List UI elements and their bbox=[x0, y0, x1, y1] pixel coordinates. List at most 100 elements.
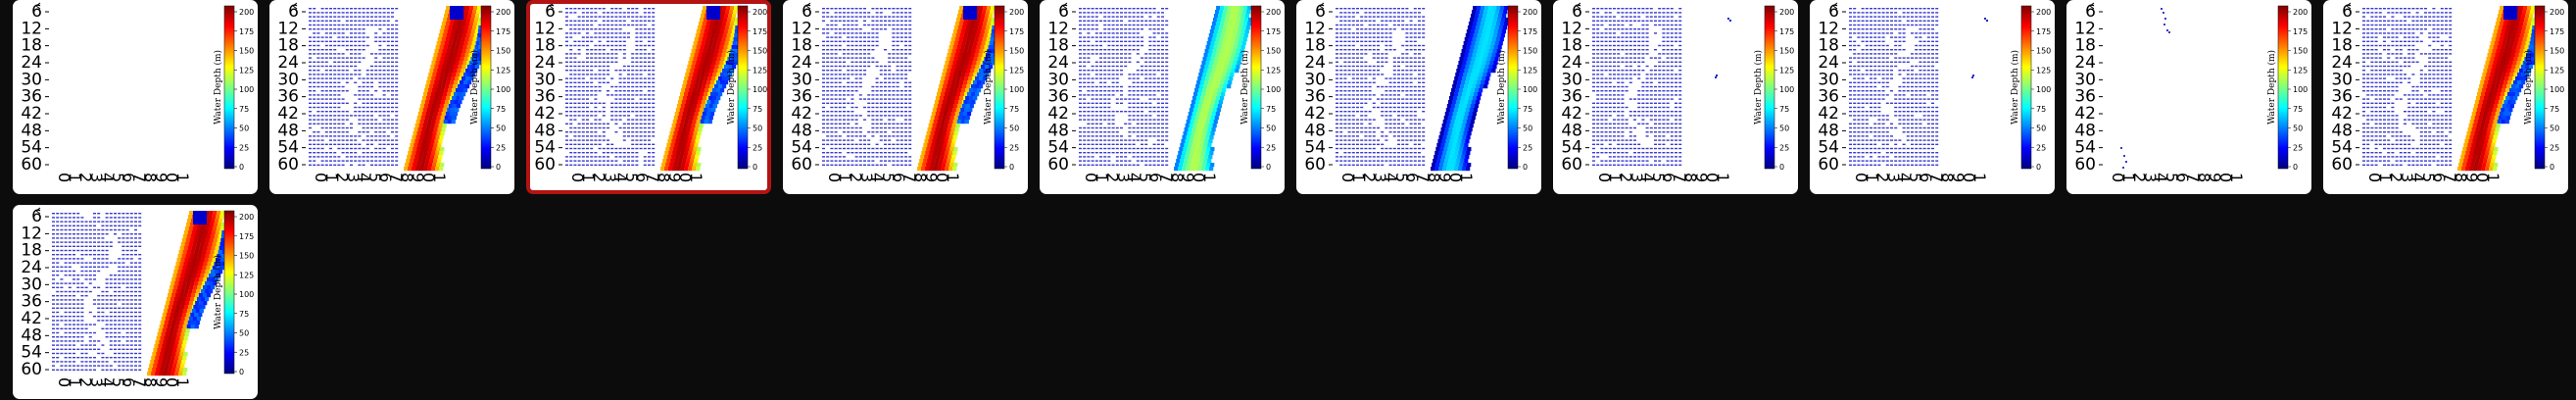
x-tick-label: 0 bbox=[2216, 173, 2235, 182]
thumbnail-frame-01[interactable]: 6 12 18 24 30 36 42 48 54 60 0 1 2 3 4 5 6 7 8 9 0 1 200 175 150… bbox=[13, 0, 258, 194]
y-tick-label: 60 bbox=[1304, 155, 1326, 175]
y-tick-label: 24 bbox=[1561, 53, 1582, 73]
colorbar-tick-label: 200 bbox=[1779, 8, 1794, 17]
colorbar-tick-label: 125 bbox=[1523, 66, 1537, 75]
colorbar-tick-label: 175 bbox=[1009, 27, 1024, 36]
y-tick-label: 42 bbox=[534, 104, 556, 124]
y-tick-label: 12 bbox=[2074, 19, 2096, 38]
thumbnail-frame-08[interactable]: 6 12 18 24 30 36 42 48 54 60 0 1 2 3 4 5 6 7 8 9 0 1 200 175 150… bbox=[1810, 0, 2055, 194]
y-tick-label: 54 bbox=[791, 138, 812, 158]
colorbar-tick-label: 75 bbox=[239, 105, 249, 114]
x-tick-label: 0 bbox=[55, 377, 73, 387]
x-tick-label: 7 bbox=[1414, 173, 1433, 182]
x-tick-label: 4 bbox=[1895, 173, 1914, 182]
y-tick-label: 30 bbox=[1561, 70, 1582, 89]
x-tick-label: 1 bbox=[2227, 173, 2246, 182]
colorbar-tick-label: 150 bbox=[496, 47, 510, 56]
colorbar-tick-label: 0 bbox=[1779, 163, 1784, 172]
depth-plot: 6121824303642485460012345678901200175150… bbox=[2074, 2, 2308, 182]
x-tick-label: 3 bbox=[1371, 173, 1389, 182]
x-tick-label: 3 bbox=[2398, 173, 2416, 182]
x-tick-label: 1 bbox=[687, 173, 705, 182]
thumbnail-frame-09[interactable]: 6 12 18 24 30 36 42 48 54 60 0 1 2 3 4 5 6 7 8 9 0 1 200 175 150… bbox=[2066, 0, 2311, 194]
colorbar-tick-label: 150 bbox=[1266, 47, 1281, 56]
colorbar-tick-label: 0 bbox=[753, 163, 757, 172]
x-tick-label: 5 bbox=[109, 173, 127, 182]
x-tick-label: 2 bbox=[1617, 173, 1635, 182]
y-tick-label: 24 bbox=[2074, 53, 2096, 73]
thumbnail-frame-11[interactable]: 6 12 18 24 30 36 42 48 54 60 0 1 2 3 4 5 6 7 8 9 0 1 200 175 150… bbox=[13, 205, 258, 399]
colorbar-tick-label: 50 bbox=[239, 125, 249, 133]
x-tick-label: 5 bbox=[109, 377, 127, 387]
colorbar-tick-label: 100 bbox=[1009, 85, 1024, 94]
y-tick-label: 36 bbox=[21, 292, 42, 312]
x-tick-label: 7 bbox=[1157, 173, 1176, 182]
y-tick-label: 6 bbox=[288, 2, 299, 22]
x-tick-label: 1 bbox=[1349, 173, 1368, 182]
y-tick-label: 36 bbox=[21, 87, 42, 107]
colorbar-tick-label: 50 bbox=[1523, 125, 1532, 133]
thumbnail-frame-07[interactable]: 6 12 18 24 30 36 42 48 54 60 0 1 2 3 4 5 6 7 8 9 0 1 200 175 150… bbox=[1553, 0, 1798, 194]
y-tick-label: 42 bbox=[21, 104, 42, 124]
colorbar-tick-label: 50 bbox=[1009, 125, 1019, 133]
x-tick-label: 6 bbox=[2430, 173, 2449, 182]
y-tick-label: 36 bbox=[2331, 87, 2353, 107]
x-tick-label: 8 bbox=[2195, 173, 2213, 182]
y-tick-label: 6 bbox=[2085, 2, 2096, 22]
colorbar-tick-label: 100 bbox=[239, 290, 254, 299]
colorbar-tick-label: 200 bbox=[2036, 8, 2051, 17]
colorbar-tick-label: 100 bbox=[496, 85, 510, 94]
y-tick-label: 60 bbox=[791, 155, 812, 175]
x-tick-label: 4 bbox=[98, 377, 117, 387]
x-tick-label: 7 bbox=[1671, 173, 1689, 182]
colorbar-tick-label: 0 bbox=[2036, 163, 2041, 172]
colorbar-tick-label: 25 bbox=[2550, 143, 2559, 152]
y-tick-label: 18 bbox=[21, 36, 42, 56]
y-tick-label: 18 bbox=[21, 241, 42, 261]
thumbnail-frame-10[interactable]: 6 12 18 24 30 36 42 48 54 60 0 1 2 3 4 5 6 7 8 9 0 1 200 175 150… bbox=[2323, 0, 2568, 194]
x-tick-label: 3 bbox=[601, 173, 619, 182]
y-tick-label: 42 bbox=[21, 309, 42, 328]
thumbnail-frame-04[interactable]: 6 12 18 24 30 36 42 48 54 60 0 1 2 3 4 5 6 7 8 9 0 1 200 175 150… bbox=[783, 0, 1028, 194]
x-tick-label: 6 bbox=[376, 173, 395, 182]
thumbnail-frame-03[interactable]: 6 12 18 24 30 36 42 48 54 60 0 1 2 3 4 5 6 7 8 9 0 1 200 175 150… bbox=[526, 0, 771, 194]
colorbar-tick-label: 25 bbox=[1266, 143, 1276, 152]
x-tick-label: 2 bbox=[2130, 173, 2149, 182]
x-tick-label: 1 bbox=[1714, 173, 1732, 182]
thumbnail-frame-06[interactable]: 6 12 18 24 30 36 42 48 54 60 0 1 2 3 4 5 6 7 8 9 0 1 200 175 150… bbox=[1296, 0, 1541, 194]
x-tick-label: 0 bbox=[55, 173, 73, 182]
colorbar-tick-label: 125 bbox=[239, 271, 254, 279]
x-tick-label: 8 bbox=[398, 173, 416, 182]
x-tick-label: 2 bbox=[1360, 173, 1379, 182]
x-tick-label: 5 bbox=[622, 173, 641, 182]
x-tick-label: 8 bbox=[1938, 173, 1957, 182]
depth-plot: 6121824303642485460012345678901200175150… bbox=[534, 4, 767, 182]
x-tick-label: 0 bbox=[312, 173, 330, 182]
colorbar-tick-label: 0 bbox=[1266, 163, 1271, 172]
y-tick-label: 12 bbox=[21, 19, 42, 38]
x-tick-label: 9 bbox=[2462, 173, 2481, 182]
x-tick-label: 6 bbox=[1917, 173, 1935, 182]
y-tick-label: 30 bbox=[1047, 70, 1069, 89]
x-tick-label: 0 bbox=[163, 173, 181, 182]
y-tick-label: 30 bbox=[791, 70, 812, 89]
colorbar-label: Water Depth (m) bbox=[1753, 50, 1764, 125]
colorbar-tick-label: 25 bbox=[1523, 143, 1532, 152]
x-tick-label: 1 bbox=[66, 377, 84, 387]
colorbar-tick-label: 100 bbox=[2550, 85, 2564, 94]
y-tick-label: 42 bbox=[1818, 104, 1839, 124]
x-tick-label: 1 bbox=[1606, 173, 1625, 182]
colorbar-tick-label: 50 bbox=[753, 125, 762, 133]
thumbnail-frame-02[interactable]: 6 12 18 24 30 36 42 48 54 60 0 1 2 3 4 5 6 7 8 9 0 1 200 175 150… bbox=[269, 0, 514, 194]
x-tick-label: 1 bbox=[2119, 173, 2138, 182]
colorbar-tick-label: 50 bbox=[2036, 125, 2046, 133]
x-tick-label: 7 bbox=[130, 377, 149, 387]
thumbnail-frame-05[interactable]: 6 12 18 24 30 36 42 48 54 60 0 1 2 3 4 5 6 7 8 9 0 1 200 175 150… bbox=[1040, 0, 1285, 194]
x-tick-label: 1 bbox=[836, 173, 854, 182]
colorbar-tick-label: 0 bbox=[2550, 163, 2554, 172]
colorbar-label: Water Depth (m) bbox=[2266, 50, 2277, 125]
y-tick-label: 6 bbox=[1572, 2, 1582, 22]
y-tick-label: 36 bbox=[277, 87, 299, 107]
y-tick-label: 48 bbox=[1561, 121, 1582, 140]
x-tick-label: 0 bbox=[2473, 173, 2492, 182]
